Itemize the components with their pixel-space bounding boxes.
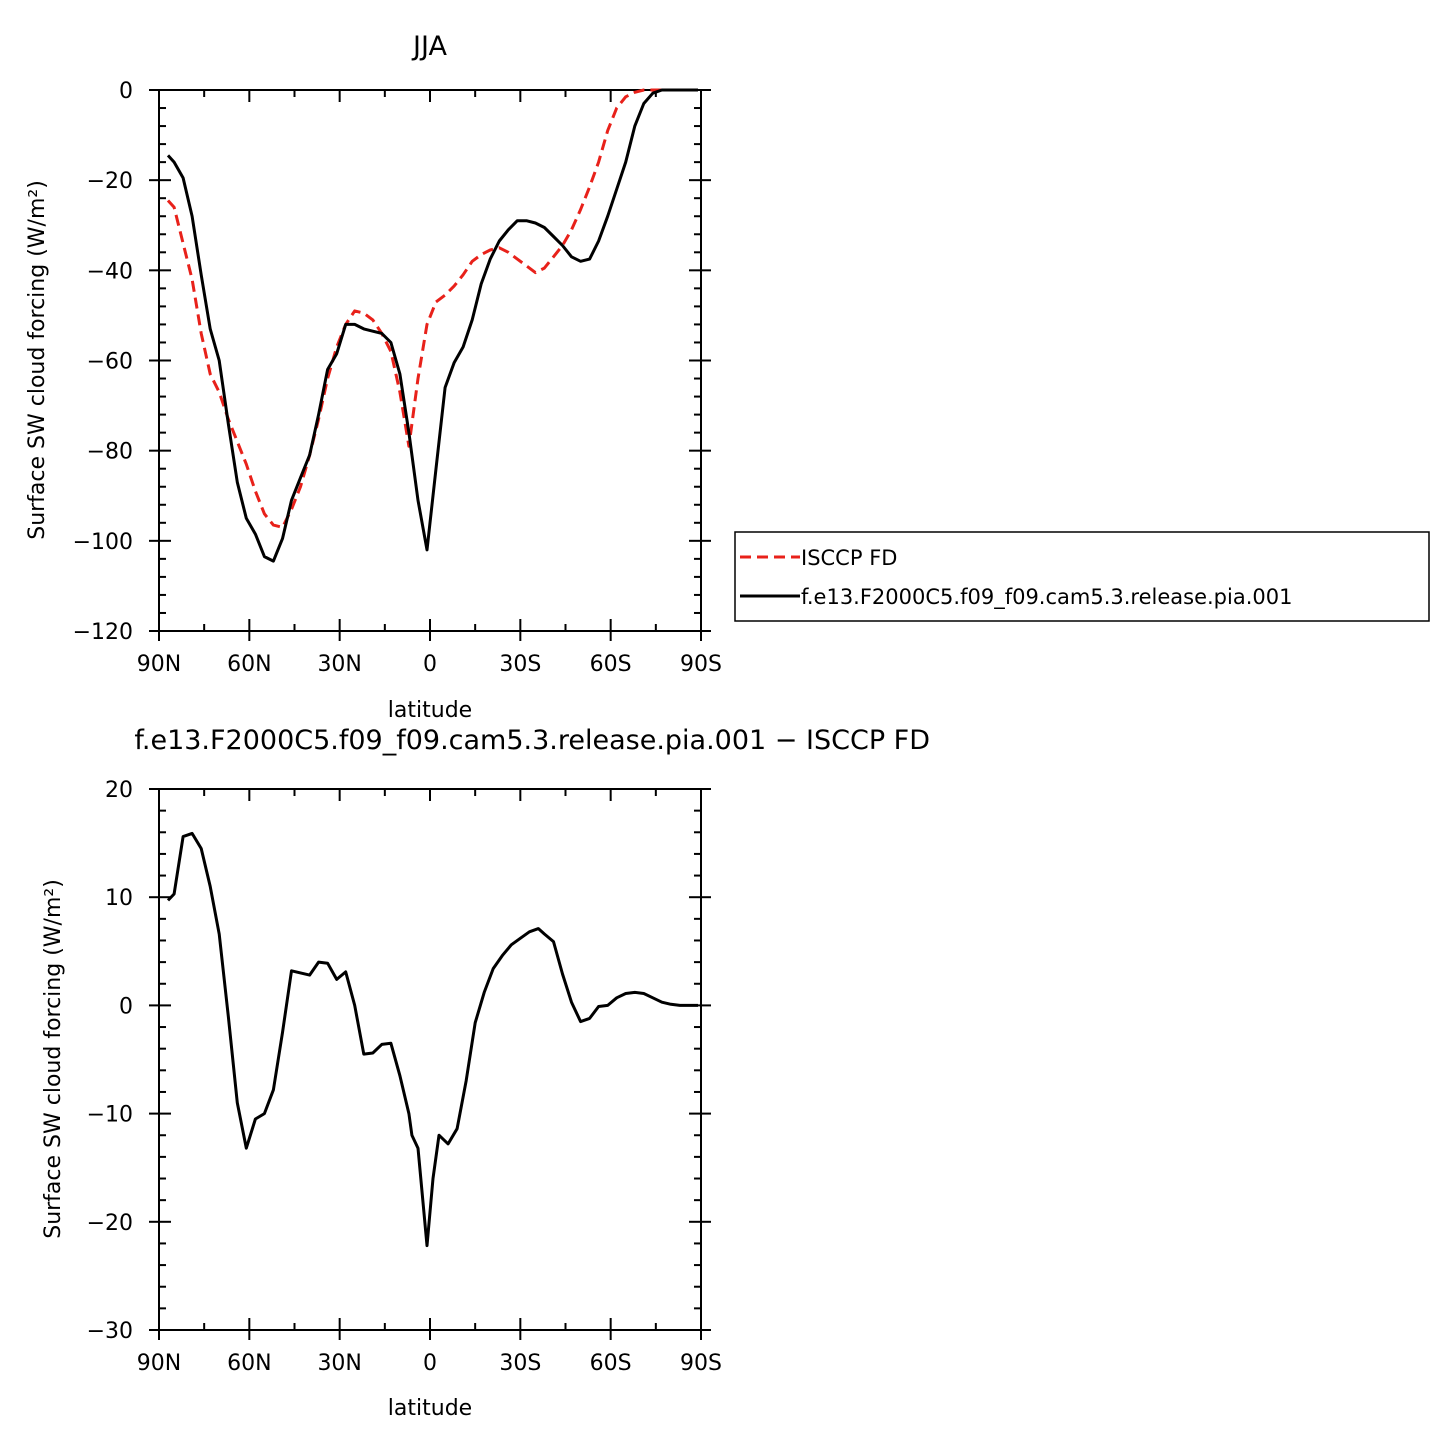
y-tick-label: −10 <box>87 1103 133 1128</box>
y-tick-label: −60 <box>87 350 133 375</box>
legend-label-isccp: ISCCP FD <box>801 546 897 570</box>
top-ticks: 90N 60N 30N 0 30S 60S 90S 0 −20 −40 −60 −80 −100 −120 <box>73 79 722 677</box>
bottom-plot-frame <box>158 788 702 1331</box>
y-tick-label: 0 <box>119 79 133 104</box>
legend-label-model: f.e13.F2000C5.f09_f09.cam5.3.release.pia… <box>801 585 1292 610</box>
y-tick-label: −20 <box>87 169 133 194</box>
series-line-0 <box>166 88 698 529</box>
x-tick-label: 30S <box>499 1351 541 1376</box>
x-tick-label: 30N <box>317 1351 361 1376</box>
y-tick-label: 0 <box>119 994 133 1019</box>
top-y-axis-label: Surface SW cloud forcing (W/m²) <box>25 180 50 540</box>
top-series-lines <box>166 88 698 563</box>
x-tick-label: 0 <box>423 652 437 677</box>
bottom-ticks: 90N 60N 30N 0 30S 60S 90S 20 10 0 −10 −20 −30 <box>87 778 722 1376</box>
x-tick-label: 30N <box>317 652 361 677</box>
y-tick-label: −80 <box>87 440 133 465</box>
x-tick-label: 60S <box>590 652 632 677</box>
x-tick-label: 60N <box>227 652 271 677</box>
top-x-axis-label: latitude <box>388 698 472 723</box>
y-tick-label: −120 <box>73 620 133 645</box>
top-panel-title: JJA <box>411 31 447 62</box>
bottom-panel-title: f.e13.F2000C5.f09_f09.cam5.3.release.pia… <box>134 725 930 756</box>
bottom-x-axis-label: latitude <box>388 1396 472 1421</box>
x-tick-label: 60N <box>227 1351 271 1376</box>
y-tick-label: −100 <box>73 530 133 555</box>
x-tick-label: 30S <box>499 652 541 677</box>
x-tick-label: 90N <box>137 1351 181 1376</box>
x-tick-label: 90S <box>680 1351 722 1376</box>
legend-box <box>734 531 1430 622</box>
top-panel: JJA 90N 60N 30N 0 30S 60S 90S 0 −20 −40 −60 −80 −100… <box>25 31 722 723</box>
y-tick-label: 20 <box>105 778 133 803</box>
x-tick-label: 90S <box>680 652 722 677</box>
bottom-y-axis-label: Surface SW cloud forcing (W/m²) <box>41 879 66 1239</box>
x-tick-label: 0 <box>423 1351 437 1376</box>
y-tick-label: −20 <box>87 1211 133 1236</box>
x-tick-label: 60S <box>590 1351 632 1376</box>
top-plot-frame <box>158 89 702 632</box>
series-line-0 <box>166 831 698 1248</box>
bottom-series-lines <box>166 831 698 1248</box>
y-tick-label: −40 <box>87 259 133 284</box>
y-tick-label: −30 <box>87 1319 133 1344</box>
bottom-panel: f.e13.F2000C5.f09_f09.cam5.3.release.pia… <box>41 725 930 1421</box>
legend: ISCCP FD f.e13.F2000C5.f09_f09.cam5.3.re… <box>734 531 1430 622</box>
y-tick-label: 10 <box>105 886 133 911</box>
series-line-1 <box>166 88 698 563</box>
x-tick-label: 90N <box>137 652 181 677</box>
